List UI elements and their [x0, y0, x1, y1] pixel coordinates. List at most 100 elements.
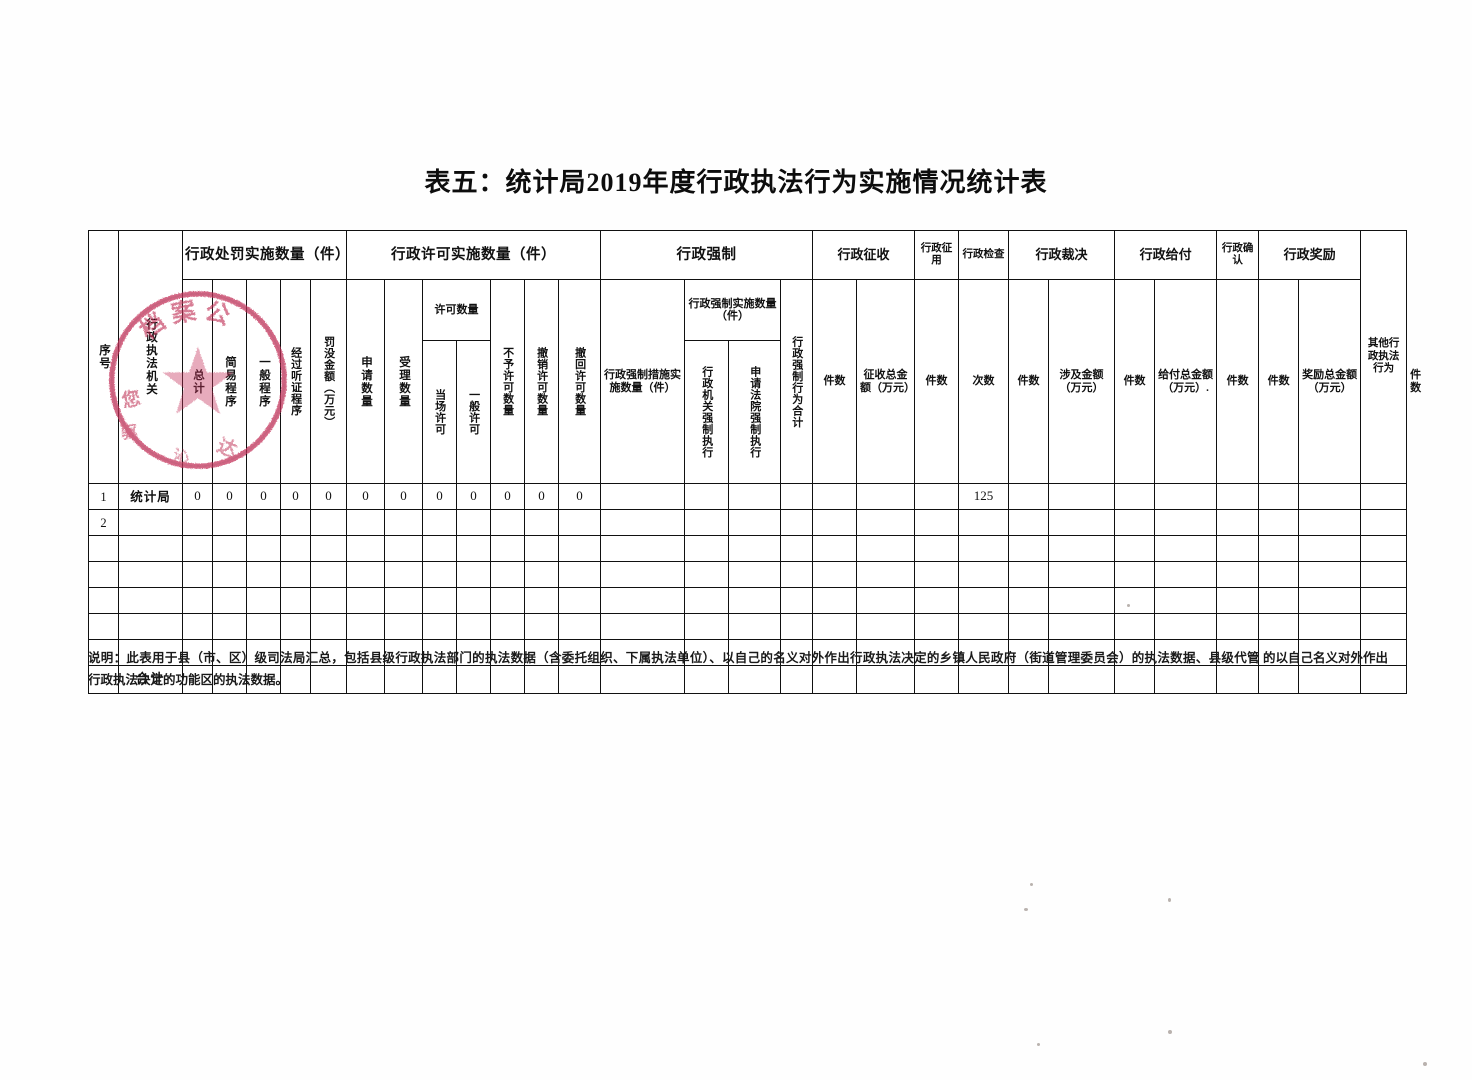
row-value-cell[interactable] — [1008, 509, 1050, 536]
row-value-cell[interactable] — [1114, 587, 1156, 614]
row-value-cell[interactable] — [1008, 587, 1050, 614]
row-organ-cell[interactable]: 统计局 — [118, 483, 183, 510]
row-value-cell[interactable] — [246, 509, 281, 536]
total-value-cell[interactable] — [422, 665, 457, 694]
total-value-cell[interactable] — [1258, 665, 1300, 694]
row-value-cell[interactable] — [1216, 561, 1260, 588]
row-value-cell[interactable]: 0 — [280, 483, 311, 510]
total-value-cell[interactable] — [600, 665, 686, 694]
row-value-cell[interactable] — [422, 613, 457, 640]
row-value-cell[interactable]: 0 — [422, 483, 457, 510]
row-value-cell[interactable] — [1258, 483, 1300, 510]
row-value-cell[interactable] — [524, 613, 559, 640]
table-row[interactable]: 2 — [88, 509, 1408, 536]
row-value-cell[interactable] — [812, 587, 858, 614]
row-value-cell[interactable] — [1216, 613, 1260, 640]
row-value-cell[interactable] — [1298, 587, 1362, 614]
row-value-cell[interactable] — [524, 587, 559, 614]
total-value-cell[interactable] — [856, 665, 916, 694]
row-value-cell[interactable] — [856, 639, 916, 666]
row-value-cell[interactable] — [384, 613, 423, 640]
row-value-cell[interactable] — [684, 561, 730, 588]
table-row[interactable]: 1 统计局 0 0 0 0 0 0 0 0 0 0 0 0 125 — [88, 483, 1408, 510]
row-value-cell[interactable] — [856, 587, 916, 614]
row-value-cell[interactable] — [524, 535, 559, 562]
row-value-cell[interactable] — [212, 561, 247, 588]
row-value-cell[interactable] — [1360, 561, 1408, 588]
row-value-cell[interactable] — [1114, 483, 1156, 510]
row-value-cell[interactable] — [684, 509, 730, 536]
row-value-cell[interactable]: 0 — [557, 483, 602, 510]
row-value-cell[interactable] — [728, 639, 782, 666]
row-value-cell[interactable] — [1216, 483, 1260, 510]
row-value-cell[interactable] — [1298, 561, 1362, 588]
row-value-cell[interactable] — [212, 535, 247, 562]
row-value-cell[interactable] — [346, 535, 385, 562]
row-value-cell[interactable] — [780, 483, 814, 510]
row-value-cell[interactable] — [557, 561, 602, 588]
row-value-cell[interactable] — [384, 535, 423, 562]
row-value-cell[interactable] — [684, 613, 730, 640]
row-value-cell[interactable] — [346, 613, 385, 640]
row-value-cell[interactable] — [1048, 509, 1116, 536]
row-value-cell[interactable] — [856, 509, 916, 536]
row-value-cell[interactable] — [490, 561, 525, 588]
row-value-cell[interactable] — [780, 535, 814, 562]
total-value-cell[interactable] — [524, 665, 559, 694]
row-value-cell[interactable] — [684, 587, 730, 614]
total-value-cell[interactable] — [490, 665, 525, 694]
row-value-cell[interactable]: 0 — [490, 483, 525, 510]
row-value-cell[interactable] — [856, 535, 916, 562]
total-value-cell[interactable] — [280, 665, 311, 694]
row-value-cell[interactable] — [246, 561, 281, 588]
total-value-cell[interactable] — [1114, 665, 1156, 694]
row-value-cell[interactable] — [728, 561, 782, 588]
row-value-cell[interactable] — [1008, 561, 1050, 588]
row-value-cell[interactable] — [557, 535, 602, 562]
row-value-cell[interactable] — [490, 535, 525, 562]
row-value-cell[interactable] — [1114, 535, 1156, 562]
table-row[interactable] — [88, 561, 1408, 588]
row-value-cell[interactable] — [384, 587, 423, 614]
row-value-cell[interactable] — [1008, 483, 1050, 510]
row-value-cell[interactable] — [182, 509, 213, 536]
row-value-cell[interactable] — [384, 509, 423, 536]
row-value-cell[interactable] — [557, 509, 602, 536]
row-value-cell[interactable]: 0 — [212, 483, 247, 510]
row-value-cell[interactable] — [422, 561, 457, 588]
row-value-cell[interactable] — [182, 613, 213, 640]
row-value-cell[interactable] — [182, 535, 213, 562]
row-value-cell[interactable] — [346, 561, 385, 588]
row-organ-cell[interactable] — [118, 535, 183, 562]
row-value-cell[interactable] — [914, 561, 960, 588]
row-value-cell[interactable] — [182, 587, 213, 614]
row-value-cell[interactable] — [1360, 587, 1408, 614]
row-value-cell[interactable] — [914, 483, 960, 510]
row-value-cell[interactable] — [1258, 535, 1300, 562]
row-value-cell[interactable]: 0 — [182, 483, 213, 510]
row-value-cell[interactable] — [1048, 561, 1116, 588]
table-row[interactable] — [88, 535, 1408, 562]
row-value-cell[interactable] — [812, 613, 858, 640]
row-value-cell[interactable] — [856, 561, 916, 588]
row-value-cell[interactable] — [280, 613, 311, 640]
row-value-cell[interactable] — [728, 587, 782, 614]
row-value-cell[interactable] — [958, 587, 1010, 614]
row-value-cell[interactable] — [1048, 587, 1116, 614]
row-value-cell[interactable] — [1114, 613, 1156, 640]
row-value-cell[interactable] — [1154, 587, 1218, 614]
row-value-cell[interactable] — [490, 509, 525, 536]
row-value-cell[interactable] — [310, 561, 347, 588]
row-value-cell[interactable] — [600, 509, 686, 536]
row-value-cell[interactable] — [1154, 535, 1218, 562]
row-value-cell[interactable] — [1048, 535, 1116, 562]
row-value-cell[interactable] — [1360, 613, 1408, 640]
row-value-cell[interactable] — [456, 587, 491, 614]
row-value-cell[interactable] — [384, 561, 423, 588]
row-value-cell[interactable] — [728, 613, 782, 640]
row-value-cell[interactable] — [246, 613, 281, 640]
row-value-cell[interactable] — [422, 639, 457, 666]
row-value-cell[interactable] — [958, 613, 1010, 640]
total-value-cell[interactable] — [684, 665, 730, 694]
row-value-cell[interactable] — [212, 613, 247, 640]
